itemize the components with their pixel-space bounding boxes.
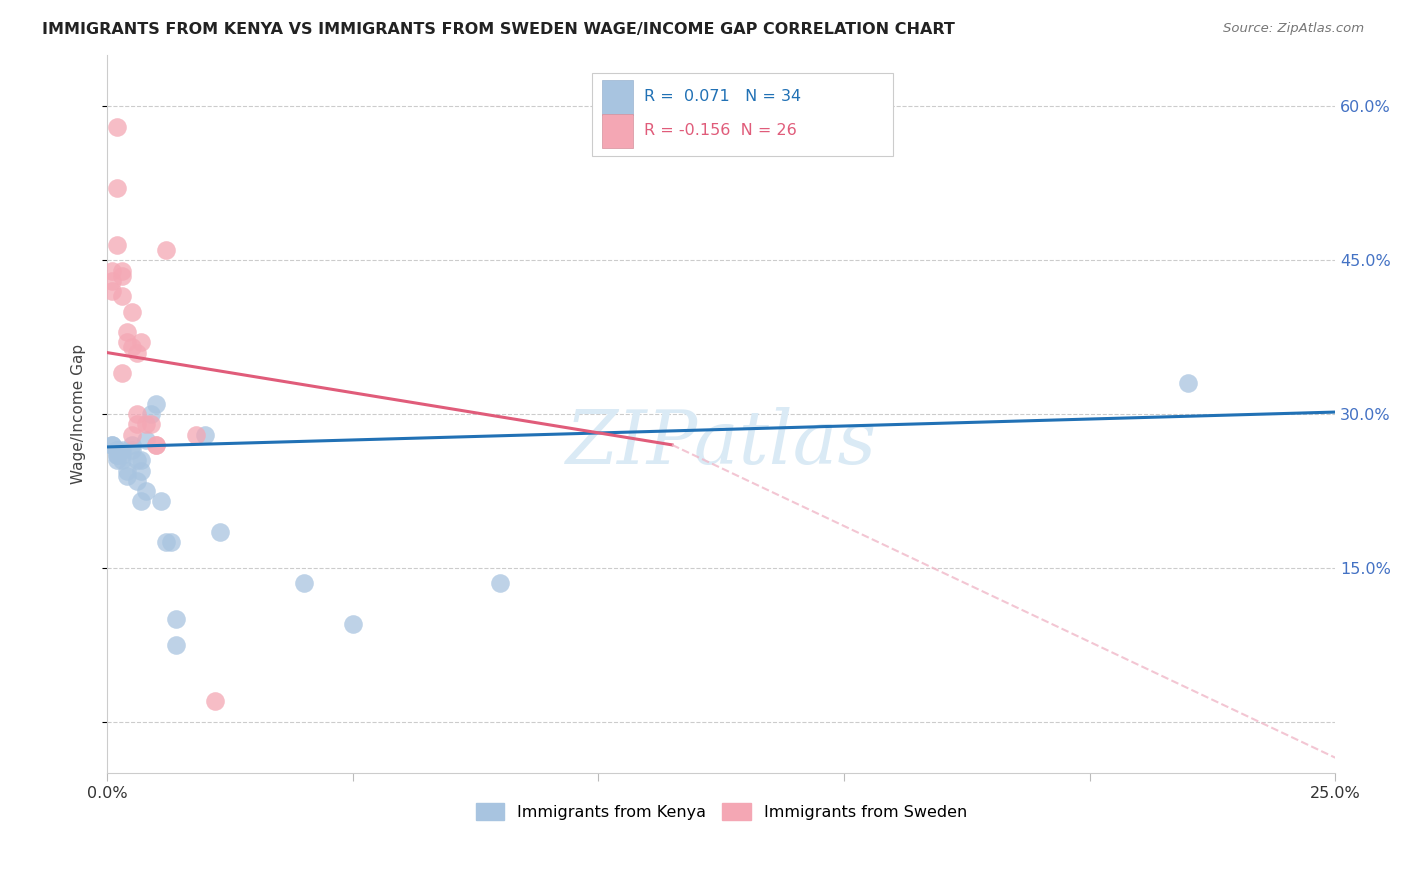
- Point: [125, 453, 148, 467]
- Text: IMMIGRANTS FROM KENYA VS IMMIGRANTS FROM SWEDEN WAGE/INCOME GAP CORRELATION CHAR: IMMIGRANTS FROM KENYA VS IMMIGRANTS FROM…: [42, 22, 955, 37]
- Bar: [602, 114, 633, 148]
- FancyBboxPatch shape: [592, 73, 893, 155]
- Point: [111, 268, 134, 283]
- Point: [121, 304, 143, 318]
- Point: [135, 417, 157, 432]
- Point: [105, 181, 128, 195]
- Point: [204, 694, 226, 708]
- Y-axis label: Wage/Income Gap: Wage/Income Gap: [72, 344, 86, 484]
- Point: [121, 341, 143, 355]
- Point: [489, 576, 512, 591]
- Point: [101, 274, 124, 288]
- Point: [135, 483, 157, 498]
- Point: [115, 463, 138, 477]
- Point: [141, 407, 163, 421]
- Point: [105, 238, 128, 252]
- Point: [125, 407, 148, 421]
- Point: [105, 453, 128, 467]
- Point: [145, 438, 167, 452]
- Point: [121, 442, 143, 457]
- Text: ZIPatlas: ZIPatlas: [565, 407, 877, 479]
- Point: [101, 438, 124, 452]
- Point: [105, 442, 128, 457]
- Text: Source: ZipAtlas.com: Source: ZipAtlas.com: [1223, 22, 1364, 36]
- Point: [194, 427, 217, 442]
- Point: [111, 448, 134, 462]
- Point: [131, 453, 153, 467]
- Point: [105, 448, 128, 462]
- Point: [342, 617, 364, 632]
- Point: [292, 576, 315, 591]
- Point: [1177, 376, 1199, 391]
- Point: [125, 417, 148, 432]
- Legend: Immigrants from Kenya, Immigrants from Sweden: Immigrants from Kenya, Immigrants from S…: [470, 797, 973, 826]
- Point: [115, 468, 138, 483]
- Point: [115, 335, 138, 350]
- Point: [101, 263, 124, 277]
- Point: [111, 453, 134, 467]
- Point: [184, 427, 207, 442]
- Point: [115, 325, 138, 339]
- Point: [101, 284, 124, 298]
- Point: [155, 243, 177, 257]
- Point: [150, 494, 173, 508]
- Point: [131, 463, 153, 477]
- Point: [135, 433, 157, 447]
- Text: R =  0.071   N = 34: R = 0.071 N = 34: [644, 89, 801, 104]
- Point: [141, 417, 163, 432]
- Point: [160, 535, 183, 549]
- Point: [121, 427, 143, 442]
- Point: [105, 448, 128, 462]
- Point: [101, 438, 124, 452]
- Point: [131, 335, 153, 350]
- Point: [209, 524, 232, 539]
- Bar: [602, 80, 633, 115]
- Point: [165, 612, 187, 626]
- Point: [165, 638, 187, 652]
- Point: [105, 442, 128, 457]
- Point: [111, 263, 134, 277]
- Point: [105, 120, 128, 134]
- Point: [111, 442, 134, 457]
- Text: R = -0.156  N = 26: R = -0.156 N = 26: [644, 123, 797, 138]
- Point: [131, 494, 153, 508]
- Point: [145, 397, 167, 411]
- Point: [125, 345, 148, 359]
- Point: [111, 289, 134, 303]
- Point: [125, 474, 148, 488]
- Point: [121, 438, 143, 452]
- Point: [111, 366, 134, 380]
- Point: [145, 438, 167, 452]
- Point: [155, 535, 177, 549]
